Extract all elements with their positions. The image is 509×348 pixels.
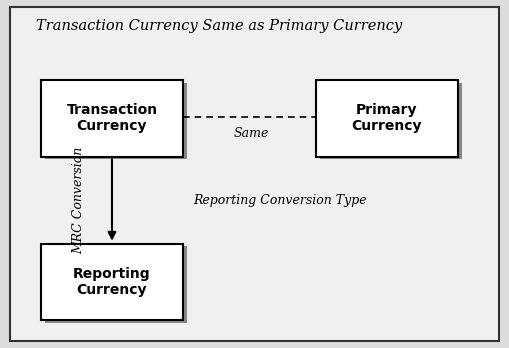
- Text: Reporting
Currency: Reporting Currency: [73, 267, 151, 297]
- FancyBboxPatch shape: [41, 244, 183, 320]
- FancyBboxPatch shape: [41, 80, 183, 157]
- Text: Same: Same: [234, 127, 269, 140]
- Text: Transaction
Currency: Transaction Currency: [66, 103, 158, 133]
- Text: Reporting Conversion Type: Reporting Conversion Type: [193, 193, 367, 207]
- FancyBboxPatch shape: [45, 83, 187, 159]
- FancyBboxPatch shape: [45, 246, 187, 323]
- FancyBboxPatch shape: [10, 7, 499, 341]
- FancyBboxPatch shape: [320, 83, 462, 159]
- Text: MRC Conversion: MRC Conversion: [72, 147, 86, 254]
- Text: Transaction Currency Same as Primary Currency: Transaction Currency Same as Primary Cur…: [36, 19, 402, 33]
- FancyBboxPatch shape: [316, 80, 458, 157]
- Text: Primary
Currency: Primary Currency: [352, 103, 422, 133]
